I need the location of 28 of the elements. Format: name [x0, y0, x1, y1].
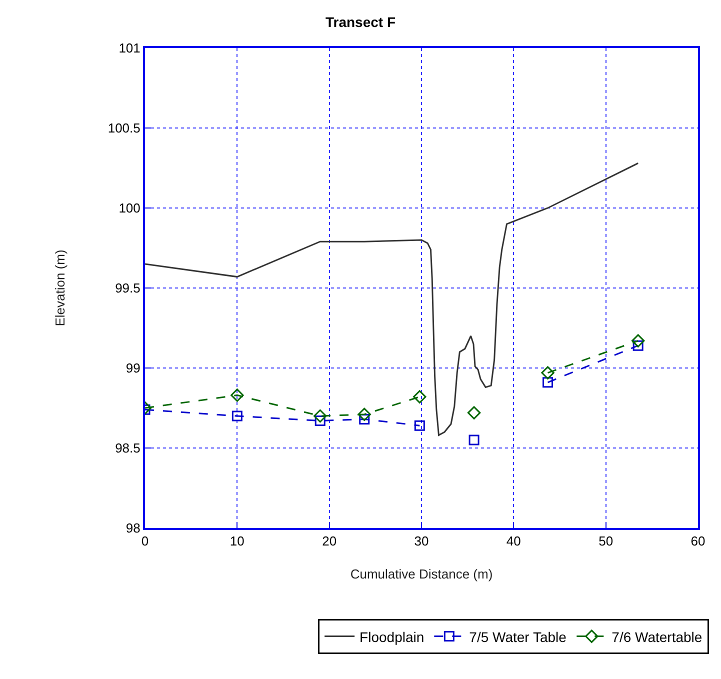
- x-tick-label: 10: [230, 534, 244, 549]
- legend-label: 7/5 Water Table: [469, 628, 567, 645]
- x-tick-label: 0: [141, 534, 149, 549]
- x-tick-label: 50: [598, 534, 614, 549]
- point: [542, 377, 554, 388]
- point: [467, 406, 481, 420]
- y-tick-label: 100: [118, 200, 140, 216]
- point: [413, 390, 426, 404]
- chart-title: Transect F: [325, 14, 396, 30]
- x-axis-title: Cumulative Distance (m): [350, 566, 493, 582]
- y-tick-label: 99.5: [115, 280, 140, 296]
- y-tick-label: 98: [126, 520, 140, 536]
- x-tick-label: 20: [322, 534, 337, 549]
- x-tick-label: 60: [690, 534, 706, 549]
- y-tick-label: 100.5: [108, 120, 140, 136]
- y-axis-title: Elevation (m): [52, 250, 68, 326]
- point: [631, 334, 645, 348]
- x-tick-label: 40: [506, 534, 521, 549]
- line-series: [145, 162, 639, 436]
- point: [541, 366, 554, 380]
- point: [468, 434, 480, 446]
- point: [230, 388, 244, 402]
- y-tick-label: 98.5: [115, 440, 140, 456]
- legend-label: Floodplain: [360, 628, 424, 645]
- x-tick-label: 30: [414, 534, 429, 549]
- y-tick-label: 99: [126, 360, 140, 376]
- legend-label: 7/6 Watertable: [612, 628, 702, 645]
- y-tick-label: 101: [118, 40, 140, 56]
